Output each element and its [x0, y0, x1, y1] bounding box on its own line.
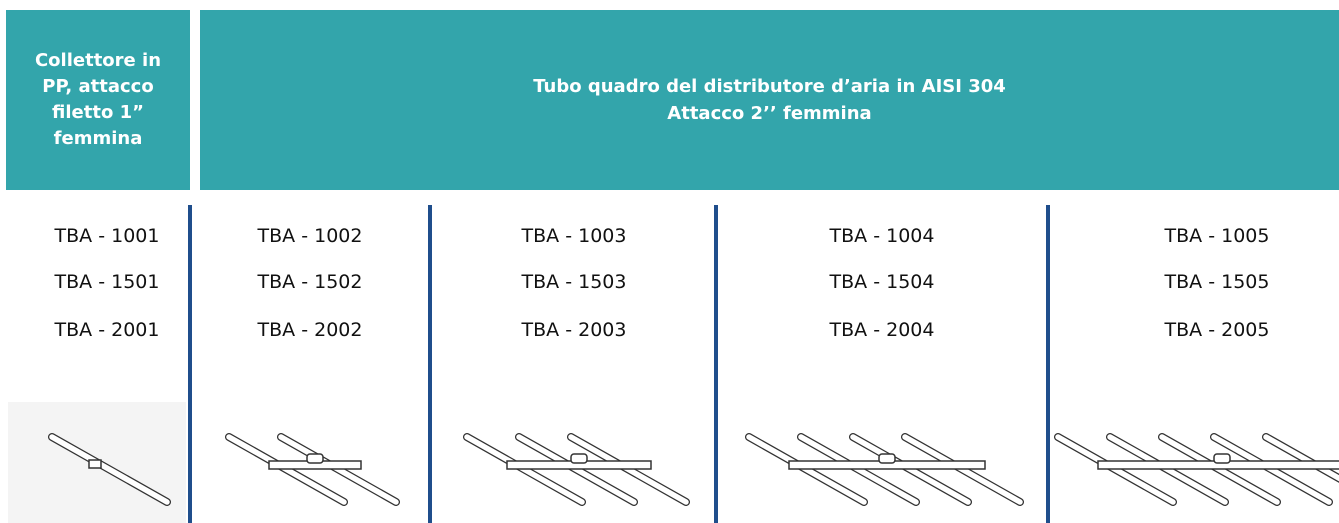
- header-line: Attacco 2’’ femmina: [667, 103, 872, 124]
- header-line: Tubo quadro del distributore d’aria in A…: [533, 76, 1006, 97]
- divider: [1046, 205, 1050, 523]
- product-code: TBA - 1001: [54, 225, 160, 247]
- product-code: TBA - 1004: [829, 225, 935, 247]
- product-code: TBA - 2001: [54, 319, 160, 341]
- product-code: TBA - 1504: [829, 271, 935, 293]
- pipe-drawing: [878, 453, 896, 464]
- divider: [428, 205, 432, 523]
- product-code: TBA - 1002: [257, 225, 363, 247]
- pipe-drawing: [88, 459, 102, 469]
- product-code: TBA - 2003: [521, 319, 627, 341]
- pipe-drawing: [570, 453, 588, 464]
- divider: [188, 205, 192, 523]
- pipe-drawing: [49, 434, 170, 505]
- header-left-text: Collettore in PP, attacco filetto 1” fem…: [34, 50, 162, 149]
- product-code: TBA - 2004: [829, 319, 935, 341]
- product-code: TBA - 2002: [257, 319, 363, 341]
- product-code: TBA - 1505: [1164, 271, 1270, 293]
- header-right: Tubo quadro del distributore d’aria in A…: [200, 10, 1339, 190]
- pipe-drawing: [306, 453, 324, 464]
- divider: [714, 205, 718, 523]
- header-left: Collettore in PP, attacco filetto 1” fem…: [6, 10, 190, 190]
- product-code: TBA - 1501: [54, 271, 160, 293]
- product-code: TBA - 1503: [521, 271, 627, 293]
- product-code: TBA - 1005: [1164, 225, 1270, 247]
- product-code: TBA - 1003: [521, 225, 627, 247]
- product-code: TBA - 2005: [1164, 319, 1270, 341]
- product-code: TBA - 1502: [257, 271, 363, 293]
- pipe-drawing: [1213, 453, 1231, 464]
